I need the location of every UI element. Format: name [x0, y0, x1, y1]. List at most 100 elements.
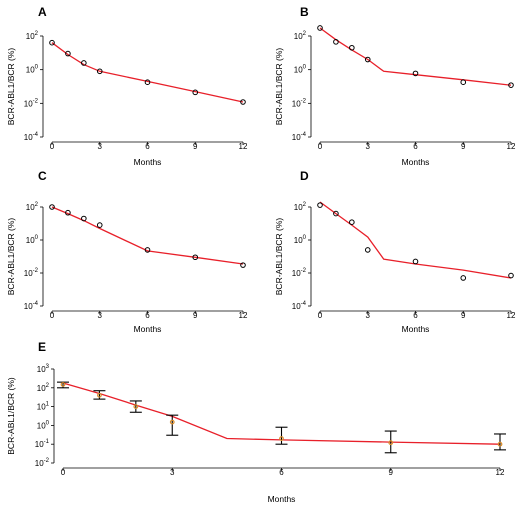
- x-tick-label: 12: [507, 311, 516, 320]
- y-tick-label: 102: [26, 31, 39, 41]
- x-tick-label: 0: [318, 142, 323, 151]
- x-tick-label: 12: [239, 311, 248, 320]
- x-tick-label: 3: [98, 311, 103, 320]
- panel-c: C 102 100 10-2 10-4 0 3 6 9 12 Months BCR-ABL1/BCR …: [6, 169, 248, 334]
- y-tick-label: 10-2: [292, 268, 307, 278]
- panel-label: B: [300, 5, 309, 19]
- data-point: [508, 82, 514, 88]
- fit-line: [51, 206, 244, 265]
- y-tick-label: 103: [37, 364, 50, 374]
- fit-line: [319, 201, 512, 279]
- y-tick-label: 10-2: [35, 458, 50, 468]
- y-tick-label: 10-4: [24, 132, 39, 142]
- median-point: [497, 441, 503, 447]
- y-tick-label: 100: [294, 65, 307, 75]
- y-tick-label: 100: [37, 420, 50, 430]
- data-point: [192, 89, 199, 96]
- data-point: [81, 60, 87, 66]
- data-point: [460, 275, 467, 281]
- y-axis-label: BCR-ABL1/BCR (%): [274, 218, 284, 296]
- x-tick-label: 3: [366, 142, 371, 151]
- data-point: [81, 215, 87, 222]
- x-tick-label: 0: [61, 468, 66, 477]
- data-point: [96, 68, 103, 75]
- x-tick-label: 3: [170, 468, 175, 477]
- data-point: [49, 204, 55, 210]
- median-point: [133, 404, 139, 410]
- y-tick-label: 101: [37, 402, 50, 412]
- x-axis-label: Months: [134, 157, 162, 167]
- y-tick-label: 10-2: [24, 268, 39, 278]
- panel-label: A: [38, 5, 47, 19]
- median-point: [60, 382, 66, 387]
- data-point: [192, 254, 199, 261]
- data-point: [65, 50, 71, 57]
- data-point: [240, 99, 246, 105]
- fit-line: [62, 382, 501, 445]
- x-tick-label: 12: [507, 142, 516, 151]
- data-point: [144, 79, 151, 86]
- data-point: [349, 44, 355, 51]
- panel-label: D: [300, 169, 309, 183]
- y-tick-label: 102: [294, 202, 307, 212]
- median-point: [169, 419, 175, 425]
- x-axis-label: Months: [402, 324, 430, 334]
- data-point: [240, 262, 246, 268]
- x-axis-label: Months: [268, 494, 296, 504]
- x-tick-label: 0: [50, 142, 55, 151]
- x-tick-label: 6: [413, 311, 418, 320]
- y-tick-label: 10-2: [292, 98, 307, 108]
- x-tick-label: 9: [461, 311, 466, 320]
- x-tick-label: 9: [193, 311, 198, 320]
- x-tick-label: 9: [193, 142, 198, 151]
- y-tick-label: 10-4: [292, 301, 307, 311]
- y-tick-label: 102: [26, 202, 39, 212]
- x-tick-label: 9: [389, 468, 394, 477]
- x-axis-label: Months: [402, 157, 430, 167]
- data-point: [317, 25, 323, 31]
- y-tick-label: 100: [26, 65, 39, 75]
- y-tick-label: 10-4: [292, 132, 307, 142]
- panel-a: A 102 100 10-2 10-4 0 3 6 9 12 Months BCR-ABL1/BCR …: [6, 5, 248, 167]
- panel-label: E: [38, 340, 46, 354]
- y-tick-label: 10-4: [24, 301, 39, 311]
- fit-line: [319, 27, 512, 86]
- x-tick-label: 9: [461, 142, 466, 151]
- data-point: [508, 272, 514, 279]
- data-point: [333, 39, 339, 45]
- data-point: [333, 210, 339, 217]
- y-axis-label: BCR-ABL1/BCR (%): [274, 48, 284, 126]
- data-point: [144, 247, 151, 253]
- median-point: [279, 436, 284, 441]
- y-tick-label: 10-2: [24, 98, 39, 108]
- data-point: [412, 258, 419, 265]
- data-point: [364, 56, 371, 63]
- x-tick-label: 12: [239, 142, 248, 151]
- y-tick-label: 100: [294, 235, 307, 245]
- data-point: [349, 219, 355, 225]
- x-tick-label: 6: [145, 311, 150, 320]
- median-point: [97, 392, 102, 398]
- data-point: [412, 70, 419, 77]
- panel-b: B 102 100 10-2 10-4 0 3 6 9 12 Months BCR-ABL1/BCR …: [274, 5, 516, 167]
- data-point: [317, 202, 323, 208]
- y-axis-label: BCR-ABL1/BCR (%): [6, 48, 16, 126]
- x-tick-label: 6: [145, 142, 150, 151]
- panel-label: C: [38, 169, 47, 183]
- y-tick-label: 102: [37, 383, 50, 393]
- data-point: [460, 79, 467, 86]
- fit-line: [51, 42, 244, 103]
- data-point: [49, 39, 55, 46]
- data-point: [96, 222, 103, 228]
- x-tick-label: 0: [318, 311, 323, 320]
- y-tick-label: 100: [26, 235, 39, 245]
- x-tick-label: 0: [50, 311, 55, 320]
- y-axis-label: BCR-ABL1/BCR (%): [6, 218, 16, 296]
- x-tick-label: 3: [366, 311, 371, 320]
- x-tick-label: 6: [413, 142, 418, 151]
- y-axis-label: BCR-ABL1/BCR (%): [6, 377, 16, 455]
- x-tick-label: 6: [279, 468, 284, 477]
- panel-e: E 103 102 101 100 10-1 10-2 0 3 6 9 12 Months BCR-ABL…: [6, 340, 506, 504]
- panel-d: D 102 100 10-2 10-4 0 3 6 9 12 Months BCR-ABL1/BCR …: [274, 169, 516, 334]
